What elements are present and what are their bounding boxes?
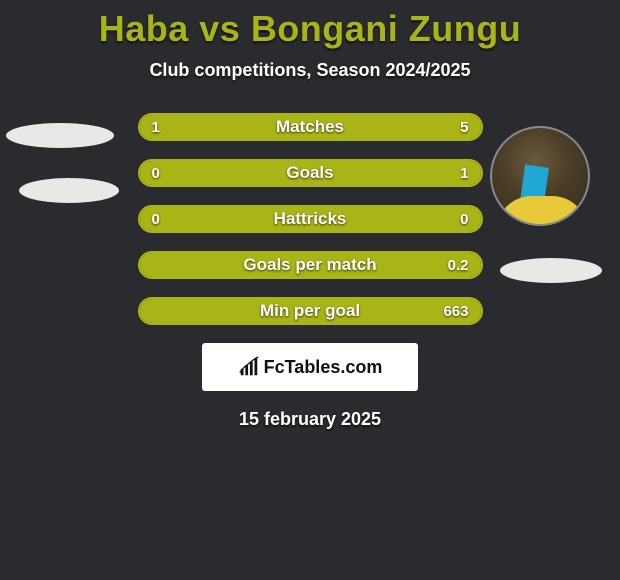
player-right-avatar [490,126,590,226]
stat-fill-left [140,253,164,277]
logo-text: FcTables.com [264,357,383,378]
player-left-avatar [6,123,114,148]
stat-fill-left [140,299,164,323]
stat-row: Goals per match0.2 [138,251,483,279]
stat-fill-left [140,207,481,231]
stat-row: Hattricks00 [138,205,483,233]
stat-fill-right [163,161,480,185]
stat-row: Goals01 [138,159,483,187]
player-right-name-placeholder [500,258,602,283]
stat-row: Matches15 [138,113,483,141]
report-date: 15 february 2025 [0,409,620,430]
fctables-logo: FcTables.com [202,343,418,391]
page-title: Haba vs Bongani Zungu [0,8,620,50]
stat-fill-left [140,161,164,185]
stat-fill-right [197,115,480,139]
stat-row: Min per goal663 [138,297,483,325]
chart-icon [238,356,260,378]
subtitle: Club competitions, Season 2024/2025 [0,60,620,81]
stat-fill-right [163,253,480,277]
stat-fill-left [140,115,198,139]
player-left-name-placeholder [19,178,119,203]
stat-fill-right [163,299,480,323]
